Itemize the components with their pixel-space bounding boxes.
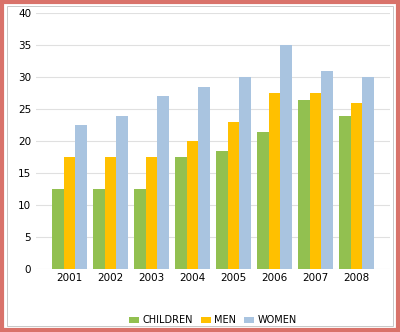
Bar bbox=[146, 157, 157, 269]
Bar bbox=[116, 116, 128, 269]
Bar bbox=[257, 131, 269, 269]
Bar bbox=[175, 157, 187, 269]
Bar bbox=[280, 45, 292, 269]
Bar bbox=[75, 125, 86, 269]
Bar bbox=[216, 151, 228, 269]
Bar bbox=[198, 87, 210, 269]
Bar bbox=[298, 100, 310, 269]
Bar bbox=[134, 189, 146, 269]
Legend: CHILDREN, MEN, WOMEN: CHILDREN, MEN, WOMEN bbox=[129, 315, 297, 325]
Bar bbox=[239, 77, 251, 269]
Bar bbox=[228, 122, 239, 269]
Bar bbox=[64, 157, 75, 269]
Bar bbox=[362, 77, 374, 269]
Bar bbox=[351, 103, 362, 269]
Bar bbox=[340, 116, 351, 269]
Bar bbox=[187, 141, 198, 269]
Bar bbox=[105, 157, 116, 269]
Bar bbox=[310, 93, 321, 269]
Bar bbox=[52, 189, 64, 269]
Bar bbox=[321, 71, 333, 269]
Bar bbox=[93, 189, 105, 269]
Bar bbox=[269, 93, 280, 269]
Bar bbox=[157, 96, 169, 269]
